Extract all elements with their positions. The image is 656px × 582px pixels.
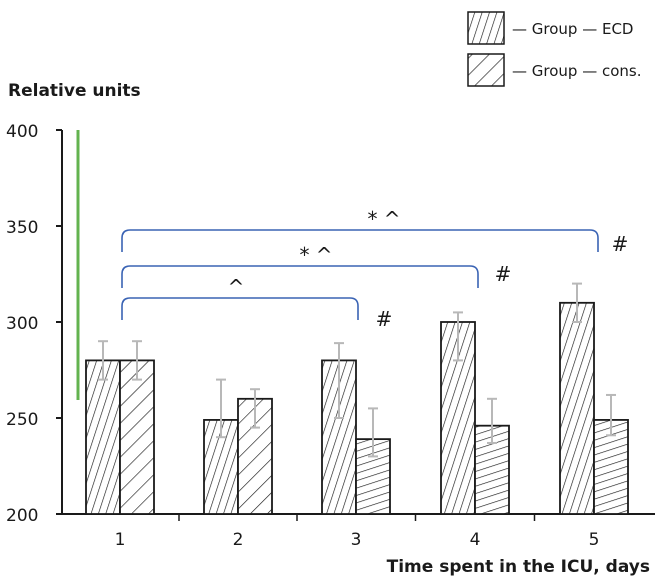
- y-tick-label: 250: [6, 410, 38, 430]
- error-bar-cons-day-2: [250, 388, 260, 429]
- bars: [85, 301, 629, 515]
- legend: — Group — ECD — Group — cons.: [467, 11, 642, 87]
- x-tick-label: 2: [233, 530, 244, 550]
- legend-item-ecd: — Group — ECD: [467, 11, 633, 45]
- y-tick-label: 350: [6, 218, 38, 238]
- error-bar-cons-day-5: [606, 393, 616, 437]
- x-tick-label: 1: [115, 530, 126, 550]
- bracket-end-mark: #: [612, 232, 629, 256]
- y-axis-title: Relative units: [8, 81, 141, 101]
- legend-swatch-ecd: [467, 11, 505, 45]
- legend-item-cons: — Group — cons.: [467, 53, 642, 87]
- legend-swatch-cons: [467, 53, 505, 87]
- error-bar-ecd-day-5: [572, 282, 582, 323]
- bar-ecd-day-1: [85, 359, 121, 515]
- bracket-line: [121, 297, 359, 320]
- error-bar-ecd-day-3: [334, 342, 344, 419]
- bracket-end-mark: #: [376, 307, 393, 331]
- bracket-end-mark: #: [495, 262, 512, 286]
- legend-label-ecd: — Group — ECD: [512, 20, 633, 38]
- error-bar-cons-day-3: [368, 407, 378, 458]
- error-bar-ecd-day-4: [453, 311, 463, 362]
- y-tick-label: 200: [6, 506, 38, 526]
- x-tick-label: 5: [589, 530, 600, 550]
- y-tick-label: 300: [6, 314, 38, 334]
- error-bar-cons-day-4: [487, 397, 497, 444]
- error-bar-ecd-day-1: [98, 340, 108, 381]
- bracket-label: * ^: [299, 243, 332, 267]
- bracket-line: [121, 265, 479, 288]
- x-tick-label: 4: [470, 530, 481, 550]
- y-ticks: 200 250 300 350 400: [6, 122, 62, 526]
- bar-ecd-day-5: [559, 301, 595, 515]
- x-tick-label: 3: [351, 530, 362, 550]
- bar-cons-day-1: [119, 359, 155, 515]
- bracket-1-to-3: ^#: [121, 275, 393, 331]
- bracket-label: ^: [228, 275, 245, 299]
- x-ticks: 1 2 3 4 5: [115, 514, 600, 550]
- bracket-label: * ^: [367, 207, 400, 231]
- bracket-line: [121, 229, 599, 252]
- error-bar-ecd-day-2: [216, 378, 226, 439]
- x-axis-title: Time spent in the ICU, days: [387, 557, 650, 577]
- significance-brackets: ^#* ^#* ^#: [121, 207, 629, 331]
- bracket-1-to-5: * ^ #: [121, 207, 629, 256]
- legend-label-cons: — Group — cons.: [512, 62, 642, 80]
- error-bars: [98, 282, 616, 458]
- bracket-1-to-4: * ^ #: [121, 243, 512, 288]
- y-tick-label: 400: [6, 122, 38, 142]
- error-bar-cons-day-1: [132, 340, 142, 381]
